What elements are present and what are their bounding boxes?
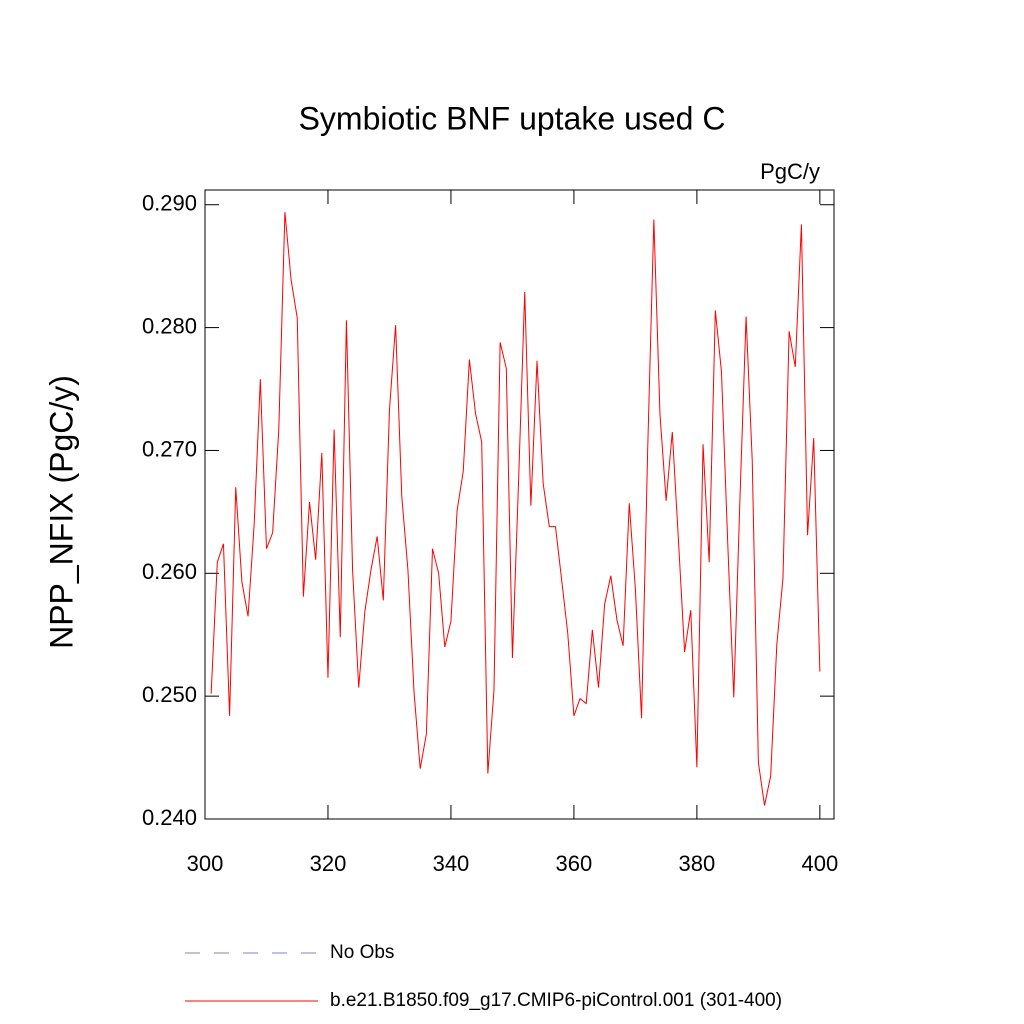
x-tick-label: 320	[310, 851, 347, 876]
y-axis-label: NPP_NFIX (PgC/y)	[43, 375, 79, 649]
data-line	[210, 212, 821, 806]
x-tick-label: 380	[679, 851, 716, 876]
chart-title: Symbiotic BNF uptake used C	[299, 100, 726, 136]
x-tick-label: 340	[433, 851, 470, 876]
plot-frame	[204, 189, 835, 820]
legend-label: No Obs	[330, 942, 394, 963]
y-tick-label: 0.260	[142, 559, 197, 584]
y-tick-label: 0.270	[142, 436, 197, 461]
y-tick-label: 0.280	[142, 313, 197, 338]
y-tick-label: 0.250	[142, 682, 197, 707]
x-tick-label: 400	[801, 851, 838, 876]
legend-label: b.e21.B1850.f09_g17.CMIP6-piControl.001 …	[330, 990, 782, 1011]
y-tick-label: 0.240	[142, 805, 197, 830]
y-tick-label: 0.290	[142, 191, 197, 216]
x-tick-label: 360	[556, 851, 593, 876]
x-tick-label: 300	[187, 851, 224, 876]
units-label: PgC/y	[760, 159, 820, 184]
